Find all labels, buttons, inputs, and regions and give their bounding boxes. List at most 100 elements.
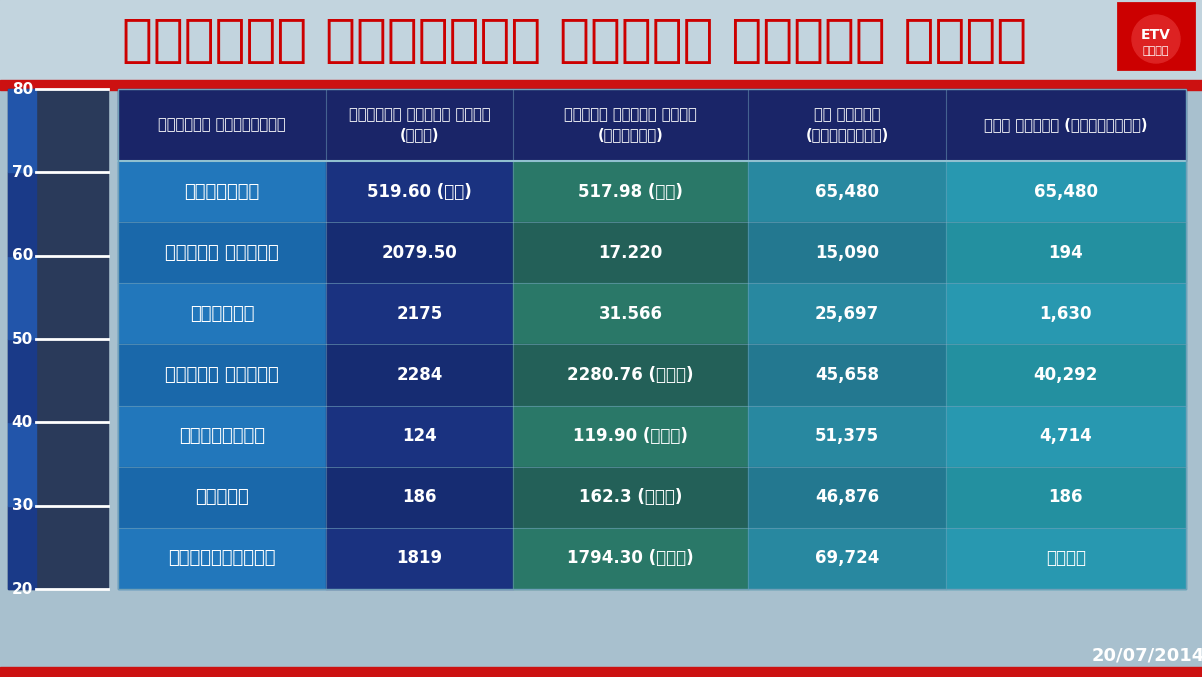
- Bar: [946, 222, 1186, 283]
- Bar: [118, 528, 326, 589]
- Bar: [326, 283, 513, 345]
- Text: ಒಳ ಹರಿವು
(ಕ್ಯೂಸೆಕ್): ಒಳ ಹರಿವು (ಕ್ಯೂಸೆಕ್): [805, 108, 888, 142]
- Text: 60: 60: [12, 248, 32, 263]
- Bar: [118, 89, 326, 161]
- Bar: [748, 528, 946, 589]
- Text: ಇಂದಿನ ನೀರಿನ ಮಟ್ಟ
(ಟಿಎಂಸಿ): ಇಂದಿನ ನೀರಿನ ಮಟ್ಟ (ಟಿಎಂಸಿ): [564, 108, 697, 142]
- Bar: [8, 422, 36, 506]
- Bar: [513, 89, 748, 161]
- Bar: [8, 89, 108, 589]
- Text: 517.98 (ಮೀ): 517.98 (ಮೀ): [578, 183, 683, 200]
- Text: ಭಾರತ: ಭಾರತ: [1143, 46, 1170, 56]
- Bar: [0, 80, 1202, 90]
- Text: ಗರಿಷ್ಠ ನೀರಿನ ಮಟ್ಟ
(ಅಡಿ): ಗರಿಷ್ಠ ನೀರಿನ ಮಟ್ಟ (ಅಡಿ): [349, 108, 490, 142]
- Text: 194: 194: [1048, 244, 1083, 262]
- Bar: [946, 161, 1186, 222]
- Text: 40: 40: [12, 415, 32, 430]
- Text: 20/07/2014: 20/07/2014: [1091, 646, 1202, 664]
- Bar: [1118, 3, 1194, 69]
- Bar: [326, 406, 513, 466]
- Bar: [326, 89, 513, 161]
- Text: 1794.30 (ಅಡಿ): 1794.30 (ಅಡಿ): [567, 550, 694, 567]
- Bar: [118, 222, 326, 283]
- Bar: [513, 161, 748, 222]
- Text: 20: 20: [12, 582, 32, 596]
- Text: ಹೊರ ಹರಿವು (ಕ್ಯೂಸೆಕ್): ಹೊರ ಹರಿವು (ಕ್ಯೂಸೆಕ್): [984, 118, 1148, 133]
- Bar: [8, 256, 36, 339]
- Text: 45,658: 45,658: [815, 366, 879, 384]
- Bar: [326, 466, 513, 528]
- Bar: [513, 466, 748, 528]
- Text: ಪ್ರಮುಖ ಜಲಾಶಯಗಳು: ಪ್ರಮುಖ ಜಲಾಶಯಗಳು: [159, 118, 286, 133]
- Text: ಪ್ರಮುಖ ಜಲಾಶಯಗಳ ಇಂದಿನ ನೀರಿನ ಮಟ್ಟ: ಪ್ರಮುಖ ಜಲಾಶಯಗಳ ಇಂದಿನ ನೀರಿನ ಮಟ್ಟ: [123, 16, 1028, 66]
- Bar: [8, 339, 36, 422]
- Text: 1819: 1819: [397, 550, 442, 567]
- Text: 2280.76 (ಅಡಿ): 2280.76 (ಅಡಿ): [567, 366, 694, 384]
- Bar: [946, 283, 1186, 345]
- Bar: [326, 345, 513, 406]
- Text: 80: 80: [12, 81, 32, 97]
- Text: 17.220: 17.220: [599, 244, 662, 262]
- Text: 186: 186: [1048, 488, 1083, 506]
- Text: 65,480: 65,480: [1034, 183, 1097, 200]
- Text: 119.90 (ಅಡಿ): 119.90 (ಅಡಿ): [573, 427, 688, 445]
- Bar: [8, 89, 36, 173]
- Bar: [513, 528, 748, 589]
- Circle shape: [1132, 15, 1180, 63]
- Bar: [748, 283, 946, 345]
- Bar: [0, 667, 1202, 677]
- Text: 1,630: 1,630: [1040, 305, 1093, 323]
- Bar: [946, 345, 1186, 406]
- Bar: [946, 89, 1186, 161]
- Text: ನವಿಲು ತೀರ್ಥ: ನವಿಲು ತೀರ್ಥ: [165, 244, 279, 262]
- Bar: [946, 466, 1186, 528]
- Bar: [118, 406, 326, 466]
- Bar: [513, 345, 748, 406]
- Bar: [0, 0, 1202, 82]
- Text: 186: 186: [403, 488, 438, 506]
- Bar: [946, 406, 1186, 466]
- Text: ETV: ETV: [1141, 28, 1171, 42]
- Text: 46,876: 46,876: [815, 488, 879, 506]
- Bar: [748, 406, 946, 466]
- Text: 2175: 2175: [397, 305, 442, 323]
- Bar: [513, 283, 748, 345]
- Text: 2284: 2284: [397, 366, 442, 384]
- Bar: [326, 222, 513, 283]
- Bar: [748, 222, 946, 283]
- Bar: [748, 161, 946, 222]
- Text: 4,714: 4,714: [1040, 427, 1093, 445]
- Text: ಭದ್ರಾ: ಭದ್ರಾ: [195, 488, 249, 506]
- Bar: [513, 222, 748, 283]
- Bar: [118, 89, 1186, 589]
- Bar: [118, 283, 326, 345]
- Text: ಕಬಿನಿ ಜಲಾಶಯ: ಕಬಿನಿ ಜಲಾಶಯ: [165, 366, 279, 384]
- Text: ಹಿಡಕಲ್: ಹಿಡಕಲ್: [190, 305, 255, 323]
- Text: 69,724: 69,724: [815, 550, 879, 567]
- Text: 30: 30: [12, 498, 32, 513]
- Text: ಲಿಂಗನಮಕ್ಕಿ: ಲಿಂಗನಮಕ್ಕಿ: [168, 550, 276, 567]
- Text: 31.566: 31.566: [599, 305, 662, 323]
- Bar: [118, 345, 326, 406]
- Text: 65,480: 65,480: [815, 183, 879, 200]
- Text: 15,090: 15,090: [815, 244, 879, 262]
- Bar: [748, 345, 946, 406]
- Bar: [118, 161, 326, 222]
- Text: 70: 70: [12, 165, 32, 180]
- Bar: [326, 161, 513, 222]
- Bar: [8, 173, 36, 256]
- Text: ಕೆಆರ್ಎಸ್: ಕೆಆರ್ಎಸ್: [179, 427, 266, 445]
- Text: ಇಲ್ಲ: ಇಲ್ಲ: [1046, 550, 1085, 567]
- Text: 51,375: 51,375: [815, 427, 879, 445]
- Text: 162.3 (ಅಡಿ): 162.3 (ಅಡಿ): [579, 488, 683, 506]
- Bar: [513, 406, 748, 466]
- Bar: [8, 506, 36, 589]
- Text: 25,697: 25,697: [815, 305, 879, 323]
- Bar: [748, 89, 946, 161]
- Text: 124: 124: [403, 427, 438, 445]
- Bar: [326, 528, 513, 589]
- Text: 519.60 (ಮೀ): 519.60 (ಮೀ): [368, 183, 472, 200]
- Bar: [118, 466, 326, 528]
- Text: ಆಲಮಟ್ಟಿ: ಆಲಮಟ್ಟಿ: [184, 183, 260, 200]
- Bar: [946, 528, 1186, 589]
